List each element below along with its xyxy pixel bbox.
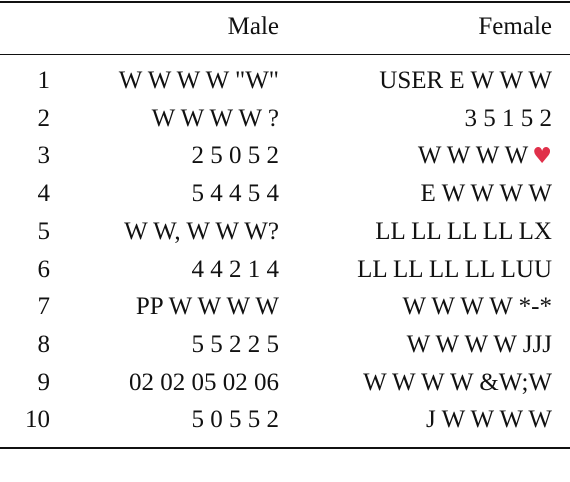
- male-cell: W W, W W W?: [124, 218, 279, 245]
- female-cell: USER E W W W: [379, 67, 552, 94]
- female-cell: W W W W ♥: [417, 142, 552, 169]
- header-female: Female: [478, 13, 552, 40]
- male-cell: 2 5 0 5 2: [191, 142, 280, 169]
- row-index: 4: [37, 180, 51, 207]
- row-index: 7: [37, 293, 51, 320]
- row-index: 5: [37, 218, 51, 245]
- table-bottom-rule: [0, 447, 570, 449]
- female-cell: W W W W *-*: [402, 293, 552, 320]
- table-row: 3 2 5 0 5 2 W W W W ♥: [0, 137, 570, 174]
- row-index: 6: [37, 256, 51, 283]
- table-header-rule: [0, 54, 570, 55]
- table-row: 2 W W W W ? 3 5 1 5 2: [0, 100, 570, 137]
- table-row: 1 W W W W "W" USER E W W W: [0, 62, 570, 99]
- header-male: Male: [227, 13, 279, 40]
- row-index: 1: [37, 67, 51, 94]
- row-index: 10: [25, 406, 50, 433]
- male-cell: W W W W "W": [118, 67, 279, 94]
- female-cell: W W W W JJJ: [406, 331, 552, 358]
- row-index: 9: [37, 369, 51, 396]
- table-row: 9 02 02 05 02 06 W W W W &W;W: [0, 364, 570, 401]
- row-index: 3: [37, 142, 51, 169]
- heart-icon: ♥: [532, 144, 552, 169]
- male-cell: 4 4 2 1 4: [191, 256, 280, 283]
- table-row: 5 W W, W W W? LL LL LL LL LX: [0, 213, 570, 250]
- row-index: 8: [37, 331, 51, 358]
- table-top-rule: [0, 1, 570, 3]
- female-cell: W W W W &W;W: [363, 369, 552, 396]
- male-cell: 02 02 05 02 06: [129, 369, 279, 396]
- male-cell: W W W W ?: [151, 105, 279, 132]
- male-cell: 5 5 2 2 5: [191, 331, 280, 358]
- female-cell: E W W W W: [420, 180, 553, 207]
- female-cell: 3 5 1 5 2: [464, 105, 553, 132]
- row-index: 2: [37, 105, 51, 132]
- table-row: 10 5 0 5 5 2 J W W W W: [0, 401, 570, 438]
- male-cell: 5 4 4 5 4: [191, 180, 280, 207]
- table-row: 7 PP W W W W W W W W *-*: [0, 288, 570, 325]
- table-row: 8 5 5 2 2 5 W W W W JJJ: [0, 326, 570, 363]
- male-cell: PP W W W W: [135, 293, 279, 320]
- table-row: 4 5 4 4 5 4 E W W W W: [0, 175, 570, 212]
- table-header-row: Male Female: [0, 8, 570, 45]
- table-row: 6 4 4 2 1 4 LL LL LL LL LUU: [0, 251, 570, 288]
- female-cell: LL LL LL LL LX: [375, 218, 552, 245]
- female-cell: J W W W W: [426, 406, 552, 433]
- male-cell: 5 0 5 5 2: [191, 406, 280, 433]
- female-cell: LL LL LL LL LUU: [357, 256, 552, 283]
